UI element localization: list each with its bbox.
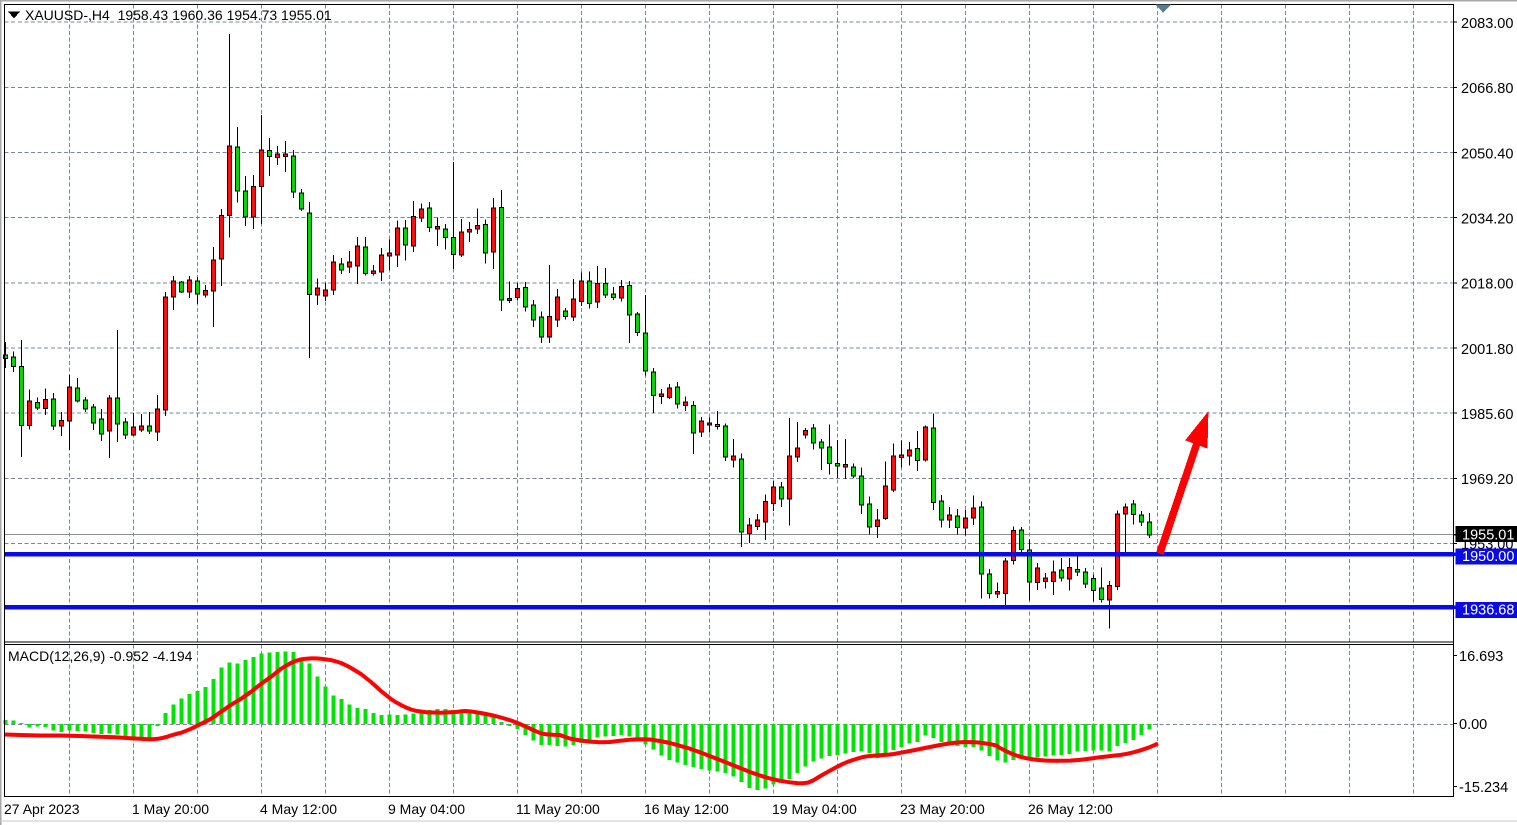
svg-text:2034.20: 2034.20 xyxy=(1461,212,1513,228)
svg-text:MACD(12,26,9) -0.952 -4.194: MACD(12,26,9) -0.952 -4.194 xyxy=(8,648,193,664)
svg-text:23 May 20:00: 23 May 20:00 xyxy=(900,801,985,817)
svg-text:26 May 12:00: 26 May 12:00 xyxy=(1028,801,1113,817)
svg-text:0.00: 0.00 xyxy=(1459,717,1487,733)
svg-text:19 May 04:00: 19 May 04:00 xyxy=(772,801,857,817)
svg-text:16.693: 16.693 xyxy=(1459,649,1503,665)
svg-text:XAUUSD-,H4 1958.43 1960.36 19: XAUUSD-,H4 1958.43 1960.36 1954.73 1955.… xyxy=(25,7,332,23)
svg-text:11 May 20:00: 11 May 20:00 xyxy=(516,801,600,817)
svg-text:-15.234: -15.234 xyxy=(1459,780,1508,796)
svg-text:1969.20: 1969.20 xyxy=(1461,472,1513,488)
svg-text:1950.00: 1950.00 xyxy=(1462,549,1514,565)
svg-text:2001.80: 2001.80 xyxy=(1461,342,1513,358)
svg-text:16 May 12:00: 16 May 12:00 xyxy=(644,801,729,817)
svg-text:2018.00: 2018.00 xyxy=(1461,277,1513,293)
svg-text:2050.40: 2050.40 xyxy=(1461,146,1513,162)
svg-text:1 May 20:00: 1 May 20:00 xyxy=(132,801,209,817)
svg-text:9 May 04:00: 9 May 04:00 xyxy=(388,801,465,817)
svg-text:2066.80: 2066.80 xyxy=(1461,81,1513,97)
svg-text:1955.01: 1955.01 xyxy=(1462,528,1514,544)
svg-text:27 Apr 2023: 27 Apr 2023 xyxy=(4,801,80,817)
svg-text:2083.00: 2083.00 xyxy=(1461,16,1513,32)
svg-text:1985.60: 1985.60 xyxy=(1461,407,1513,423)
svg-text:1936.68: 1936.68 xyxy=(1462,603,1514,619)
svg-text:4 May 12:00: 4 May 12:00 xyxy=(260,801,337,817)
